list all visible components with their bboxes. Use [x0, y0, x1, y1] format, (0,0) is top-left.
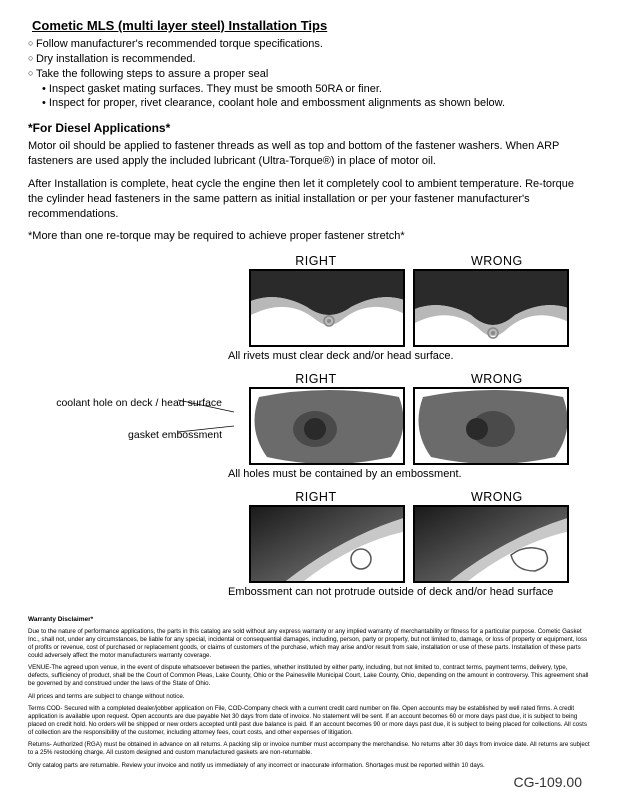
fineprint-para: All prices and terms are subject to chan…: [28, 693, 590, 701]
bullet-item: Take the following steps to assure a pro…: [28, 67, 590, 82]
diagram-hole-wrong: [413, 387, 569, 465]
diagram-emboss-right: [249, 505, 405, 583]
label-wrong: WRONG: [471, 372, 523, 386]
caption-holes: All holes must be contained by an emboss…: [228, 468, 590, 480]
label-right: RIGHT: [295, 254, 336, 268]
caption-rivets: All rivets must clear deck and/or head s…: [228, 350, 590, 362]
warranty-head: Warranty Disclaimer*: [28, 616, 590, 624]
diagram-row-emboss: RIGHT WRONG: [28, 488, 590, 604]
fineprint-para: Returns- Authorized (RGA) must be obtain…: [28, 741, 590, 757]
diesel-para-2: After Installation is complete, heat cyc…: [28, 177, 590, 222]
label-right: RIGHT: [295, 490, 336, 504]
label-wrong: WRONG: [471, 254, 523, 268]
label-right: RIGHT: [295, 372, 336, 386]
diagram-row-rivets: RIGHT WRONG: [28, 252, 590, 368]
diagram-rivet-wrong: [413, 269, 569, 347]
bullet-item: Dry installation is recommended.: [28, 52, 590, 67]
bullet-item: Inspect gasket mating surfaces. They mus…: [28, 82, 590, 97]
page-title: Cometic MLS (multi layer steel) Installa…: [32, 18, 590, 33]
diagram-emboss-wrong: [413, 505, 569, 583]
fineprint-para: Terms COD- Secured with a completed deal…: [28, 705, 590, 736]
diesel-subhead: *For Diesel Applications*: [28, 121, 590, 135]
diagram-hole-right: [249, 387, 405, 465]
fineprint-para: VENUE-The agreed upon venue, in the even…: [28, 664, 590, 687]
diagram-row-holes: coolant hole on deck / head surface gask…: [28, 370, 590, 486]
diesel-para-1: Motor oil should be applied to fastener …: [28, 139, 590, 169]
warranty-fineprint: Warranty Disclaimer* Due to the nature o…: [28, 616, 590, 769]
bullet-item: Follow manufacturer's recommended torque…: [28, 37, 590, 52]
fineprint-para: Due to the nature of performance applica…: [28, 628, 590, 659]
annotation-leader-lines: [178, 370, 234, 468]
page-number: CG-109.00: [514, 774, 582, 790]
label-wrong: WRONG: [471, 490, 523, 504]
bullet-item: Inspect for proper, rivet clearance, coo…: [28, 96, 590, 111]
diagram-rivet-right: [249, 269, 405, 347]
retorque-note: *More than one re-torque may be required…: [28, 229, 590, 244]
bullet-list: Follow manufacturer's recommended torque…: [28, 37, 590, 111]
fineprint-para: Only catalog parts are returnable. Revie…: [28, 762, 590, 770]
diagram-block: RIGHT WRONG: [28, 252, 590, 604]
caption-emboss: Embossment can not protrude outside of d…: [228, 586, 590, 598]
